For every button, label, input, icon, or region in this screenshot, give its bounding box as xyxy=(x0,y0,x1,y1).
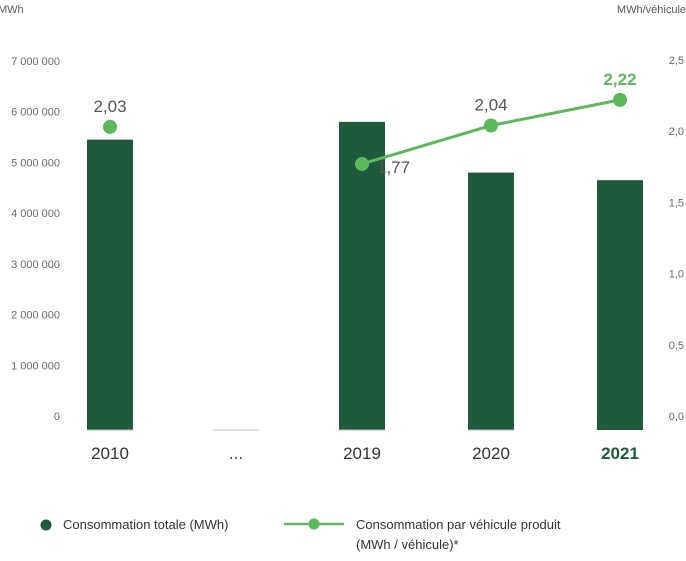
x-tick-label: 2010 xyxy=(91,444,129,463)
right-axis-tick-label: 0,0 xyxy=(669,411,684,423)
left-axis-tick-label: 1 000 000 xyxy=(11,360,60,372)
line-point-label: 2,03 xyxy=(93,97,126,116)
legend-bar-label: Consommation totale (MWh) xyxy=(63,517,228,532)
line-point-2021 xyxy=(613,92,627,107)
left-axis-tick-label: 2 000 000 xyxy=(11,310,60,322)
right-axis-tick-label: 1,5 xyxy=(669,197,684,209)
right-axis-unit: MWh/véhicule xyxy=(617,4,686,16)
bar-series xyxy=(87,121,643,431)
right-axis-tick-label: 0,5 xyxy=(669,340,684,352)
line-point-label: 1,77 xyxy=(377,158,410,177)
legend-line-label-1: Consommation par véhicule produit xyxy=(356,517,561,532)
line-point-2019 xyxy=(355,156,369,171)
bar-2020 xyxy=(468,172,514,431)
bar-2019 xyxy=(339,121,385,430)
legend-line-label-2: (MWh / véhicule)* xyxy=(356,537,459,552)
right-axis-tick-label: 2,5 xyxy=(669,55,684,67)
x-tick-label: 2021 xyxy=(601,444,639,463)
right-axis-tick-label: 2,0 xyxy=(669,126,684,138)
left-axis-tick-label: 4 000 000 xyxy=(11,208,60,220)
left-axis-tick-label: 7 000 000 xyxy=(11,56,60,68)
legend-line-dot xyxy=(308,518,320,530)
x-tick-label: 2019 xyxy=(343,444,381,463)
x-tick-label: ... xyxy=(229,444,243,463)
right-axis-tick-label: 1,0 xyxy=(669,269,684,281)
x-axis: 2010... 2019 2020 2021 xyxy=(91,444,639,463)
x-tick-label: 2020 xyxy=(472,444,510,463)
left-axis-tick-label: 0 xyxy=(54,411,60,423)
left-axis: 0 1 000 000 2 000 000 3 000 000 4 000 000 5 0… xyxy=(11,56,60,423)
legend-bar-marker xyxy=(40,519,52,531)
right-axis: 0,0 0,5 1,0 1,5 2,0 2,5 xyxy=(669,55,684,423)
legend: Consommation totale (MWh) Consommation p… xyxy=(40,517,561,552)
bar-2010 xyxy=(87,139,133,430)
bar-2021 xyxy=(597,180,643,430)
left-axis-unit: MWh xyxy=(0,4,24,16)
line-point-2010 xyxy=(103,119,117,134)
line-point-label: 2,22 xyxy=(603,70,636,89)
left-axis-tick-label: 3 000 000 xyxy=(11,259,60,271)
line-point-2020 xyxy=(484,118,498,133)
left-axis-tick-label: 6 000 000 xyxy=(11,107,60,119)
left-axis-tick-label: 5 000 000 xyxy=(11,157,60,169)
line-point-label: 2,04 xyxy=(474,96,507,115)
line-series: 2,03 1,77 2,04 2,22 xyxy=(93,70,636,177)
